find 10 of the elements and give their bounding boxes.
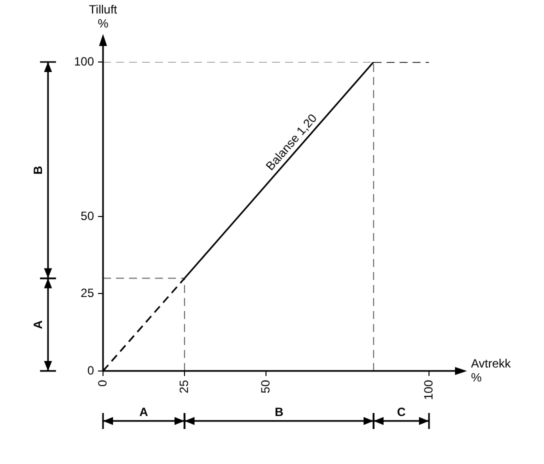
y-tick-label: 100	[74, 54, 94, 68]
y-tick-label: 25	[80, 286, 94, 300]
x-tick-label: 25	[176, 380, 191, 394]
x-tick-label: 100	[421, 380, 436, 400]
x-tick-label: 0	[95, 380, 110, 387]
y-axis-title: Tilluft %	[88, 2, 118, 30]
x-axis-title: Avtrekk %	[471, 356, 512, 384]
x-tick-label: 50	[258, 380, 272, 394]
y-tick-label: 0	[87, 363, 94, 378]
y-tick-label: 50	[80, 208, 94, 223]
